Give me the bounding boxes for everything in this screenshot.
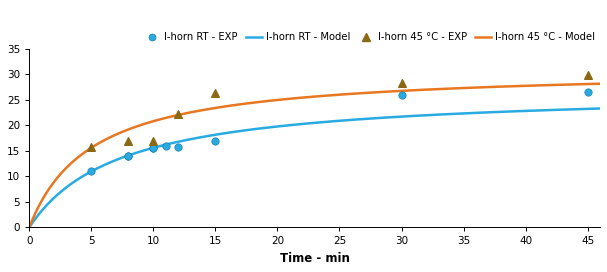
Point bbox=[211, 91, 220, 95]
Point bbox=[124, 139, 134, 143]
X-axis label: Time - min: Time - min bbox=[280, 252, 350, 265]
Point bbox=[149, 146, 158, 151]
Point bbox=[124, 154, 134, 158]
Point bbox=[583, 90, 592, 94]
Legend: I-horn RT - EXP, I-horn RT - Model, I-horn 45 °C - EXP, I-horn 45 °C - Model: I-horn RT - EXP, I-horn RT - Model, I-ho… bbox=[144, 32, 595, 42]
Point bbox=[86, 169, 96, 174]
Point bbox=[86, 145, 96, 149]
Point bbox=[396, 93, 406, 97]
Point bbox=[173, 112, 183, 116]
Point bbox=[211, 139, 220, 143]
Point bbox=[583, 73, 592, 78]
Point bbox=[124, 154, 134, 158]
Point bbox=[173, 145, 183, 149]
Point bbox=[149, 139, 158, 143]
Point bbox=[161, 144, 171, 148]
Point bbox=[149, 146, 158, 151]
Point bbox=[396, 81, 406, 85]
